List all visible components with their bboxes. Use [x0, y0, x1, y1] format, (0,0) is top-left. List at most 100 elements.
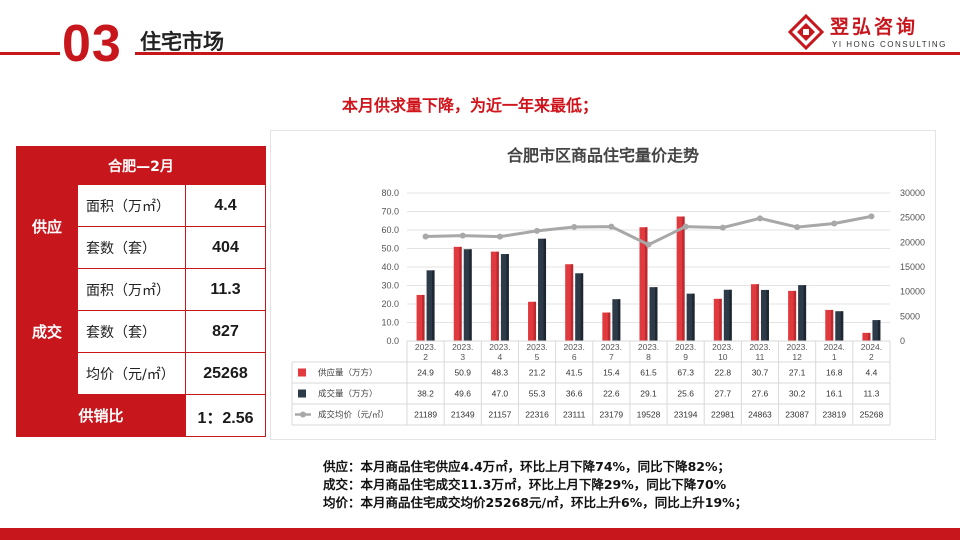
y-left-tick-label: 70.0: [381, 207, 399, 217]
deal-bar-shade: [506, 254, 509, 341]
data-value-label: 27.7: [715, 389, 732, 399]
data-value-label: 21.2: [529, 368, 546, 378]
chart-title: 合肥市区商品住宅量价走势: [506, 146, 699, 165]
data-value-label: 16.8: [826, 368, 843, 378]
price-point: [571, 223, 578, 230]
deal-units-value: 827: [185, 310, 266, 353]
deal-bar: [463, 249, 472, 341]
data-value-label: 23819: [822, 410, 846, 420]
y-right-tick-label: 20000: [900, 237, 925, 247]
footer-bar: [0, 528, 960, 540]
data-value-label: 41.5: [566, 368, 583, 378]
deal-bar: [872, 320, 881, 341]
y-left-tick-label: 50.0: [381, 244, 399, 254]
y-right-tick-label: 25000: [900, 213, 925, 223]
legend-marker: [300, 411, 306, 418]
deal-bar-shade: [729, 289, 732, 341]
x-tick-label: 2024. 2: [861, 342, 882, 362]
deal-price-value: 25268: [185, 352, 266, 395]
note-price: 均价：本月商品住宅成交均价25268元/㎡，环比上升6%，同比上升19%；: [323, 495, 748, 510]
x-tick-label: 2023. 9: [675, 342, 696, 362]
supply-bar: [565, 264, 574, 341]
x-tick-label-part: 2023.: [415, 342, 436, 352]
supply-bar: [676, 216, 685, 341]
deal-bar-shade: [766, 289, 769, 341]
data-value-label: 21157: [488, 410, 511, 420]
x-tick-label-part: 2: [423, 352, 428, 362]
supply-area-value: 4.4: [185, 184, 266, 227]
data-value-label: 55.3: [529, 389, 546, 399]
data-value-label: 27.1: [789, 368, 806, 378]
x-tick-label-part: 12: [792, 352, 802, 362]
supply-bar-shade: [645, 227, 648, 341]
x-tick-label: 2023. 3: [452, 342, 473, 362]
data-value-label: 30.7: [752, 368, 769, 378]
data-value-label: 16.1: [826, 389, 843, 399]
deal-area-label: 面积（万㎡）: [77, 268, 186, 311]
y-right-tick-label: 30000: [900, 188, 925, 198]
x-tick-label-part: 2023.: [675, 342, 696, 352]
x-tick-label-part: 2023.: [749, 342, 770, 352]
deal-bar: [835, 311, 844, 341]
supply-units-label: 套数（套）: [77, 226, 186, 269]
deal-bar-shade: [580, 273, 584, 341]
supply-bar: [862, 332, 871, 341]
price-point: [794, 224, 801, 231]
supply-bar-shade: [830, 309, 834, 341]
deal-bar: [500, 254, 509, 341]
supply-bar-shade: [867, 332, 871, 341]
supply-units-value: 404: [185, 226, 266, 269]
y-left-tick-label: 40.0: [381, 262, 399, 272]
x-tick-label-part: 7: [609, 352, 614, 362]
deal-bar: [686, 293, 695, 341]
x-tick-label-part: 2023.: [712, 342, 733, 352]
data-value-label: 4.4: [866, 368, 878, 378]
x-tick-label: 2023. 11: [749, 342, 770, 362]
y-right-tick-label: 5000: [900, 311, 920, 321]
supply-bar: [453, 246, 462, 341]
data-value-label: 23179: [600, 410, 624, 420]
supply-bar-shade: [533, 301, 537, 341]
deal-bar: [538, 238, 547, 341]
data-value-label: 11.3: [863, 389, 879, 399]
deal-bar: [798, 285, 807, 341]
deal-bar-shade: [803, 285, 807, 341]
deal-bar-shade: [469, 249, 472, 341]
data-value-label: 25.6: [677, 389, 694, 399]
x-tick-label-part: 4: [498, 352, 503, 362]
logo-mark-icon: [788, 14, 824, 50]
x-tick-label: 2023. 7: [601, 342, 622, 362]
price-point: [534, 227, 541, 234]
x-tick-label-part: 9: [683, 352, 688, 362]
supply-bar: [528, 301, 537, 341]
y-left-tick-label: 20.0: [381, 299, 399, 309]
data-value-label: 48.3: [492, 368, 509, 378]
price-point: [868, 213, 875, 220]
data-value-label: 38.2: [417, 389, 434, 399]
deal-bar-shade: [655, 287, 658, 341]
supply-bar: [639, 227, 648, 341]
price-point: [496, 233, 503, 240]
supply-bar-shade: [682, 216, 685, 341]
supply-group-label: 供应: [16, 184, 78, 269]
supply-bar-shade: [422, 294, 425, 341]
data-value-label: 61.5: [640, 368, 657, 378]
data-value-label: 36.6: [566, 389, 583, 399]
supply-bar: [602, 312, 611, 341]
deal-bar-shade: [617, 299, 621, 341]
data-value-label: 22.8: [715, 368, 732, 378]
supply-bar: [788, 290, 797, 341]
legend-label: 成交均价（元/㎡）: [318, 410, 389, 421]
x-tick-label-part: 8: [646, 352, 651, 362]
deal-units-label: 套数（套）: [77, 310, 186, 353]
deal-bar: [723, 289, 732, 341]
deal-bar: [575, 273, 584, 341]
data-value-label: 24863: [748, 410, 772, 420]
x-tick-label-part: 1: [832, 352, 837, 362]
data-value-label: 21189: [414, 410, 437, 420]
data-value-label: 22316: [525, 410, 549, 420]
chart-frame: [270, 130, 936, 440]
data-value-label: 50.9: [454, 368, 471, 378]
data-value-label: 27.6: [752, 389, 769, 399]
price-point: [756, 215, 763, 222]
